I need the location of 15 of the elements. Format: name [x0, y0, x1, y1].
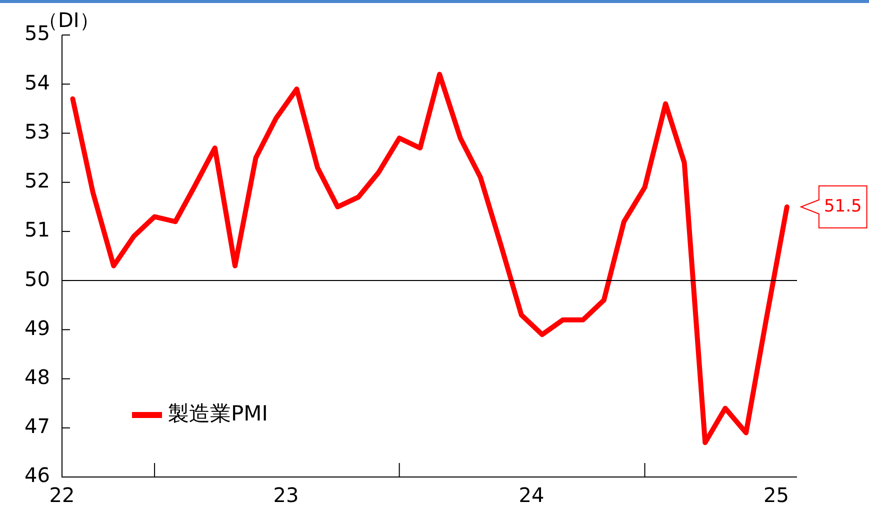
- y-tick-label: 54: [24, 70, 50, 94]
- x-tick-label: 25: [763, 483, 789, 508]
- x-tick-label: 22: [49, 483, 75, 508]
- y-tick-label: 53: [24, 119, 50, 144]
- y-tick-label: 49: [24, 316, 50, 340]
- y-tick-label: 52: [24, 168, 50, 193]
- y-tick-label: 46: [24, 463, 50, 488]
- legend-label: 製造業PMI: [168, 401, 268, 426]
- annotation: 51.5: [824, 196, 862, 216]
- y-tick-label: 50: [24, 266, 50, 291]
- x-tick-label: 24: [518, 483, 544, 508]
- y-tick-label: 47: [24, 414, 50, 438]
- y-tick-label: 48: [24, 364, 50, 389]
- y-tick-label: 51: [24, 218, 50, 242]
- x-tick-label: 23: [273, 483, 299, 508]
